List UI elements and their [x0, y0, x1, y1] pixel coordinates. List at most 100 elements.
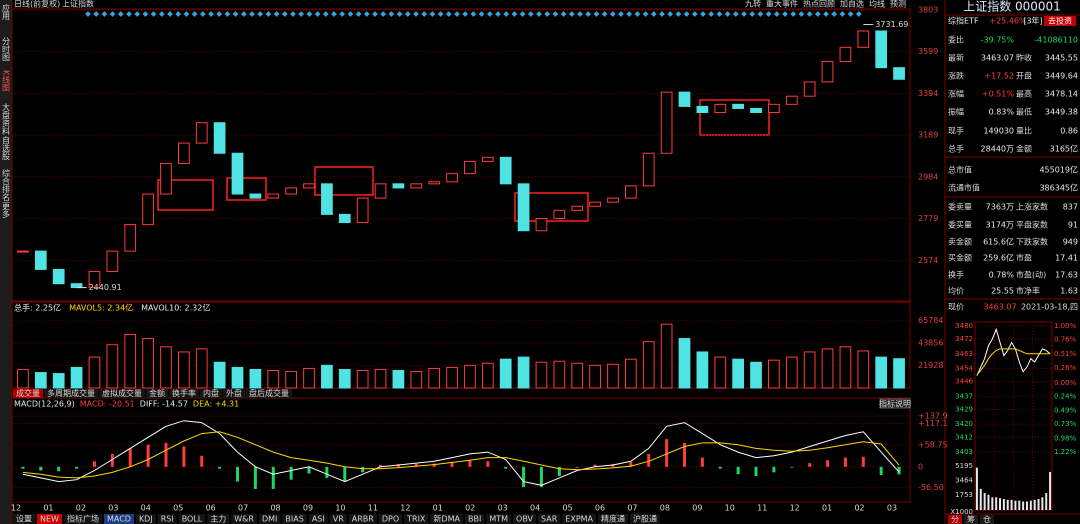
- indicator-tab-bg[interactable]: [562, 514, 597, 524]
- sidebar-tab[interactable]: 自选股: [2, 135, 11, 161]
- indicator-tab[interactable]: 沪股通: [633, 514, 657, 524]
- event-marker[interactable]: [806, 11, 813, 17]
- event-marker[interactable]: [831, 11, 838, 17]
- event-marker[interactable]: [683, 11, 690, 17]
- invest-button[interactable]: 去投资: [1048, 16, 1072, 26]
- indicator-tab-bg[interactable]: [103, 514, 134, 524]
- volume-tab-bg[interactable]: [44, 389, 98, 398]
- volume-tab-bg[interactable]: [246, 389, 292, 398]
- event-marker[interactable]: [667, 11, 674, 17]
- indicator-tab-bg[interactable]: [329, 514, 347, 524]
- sidebar-tab[interactable]: 综合排名: [2, 168, 11, 202]
- event-marker[interactable]: [659, 11, 665, 17]
- indicator-tab[interactable]: SAR: [541, 515, 558, 524]
- indicator-tab[interactable]: ASI: [312, 515, 325, 524]
- volume-tab-bg[interactable]: [169, 389, 199, 398]
- panel-tab-bg[interactable]: [964, 515, 978, 524]
- event-marker[interactable]: [519, 11, 526, 17]
- indicator-tab-bg[interactable]: [13, 514, 35, 524]
- indicator-tab[interactable]: MTM: [489, 515, 508, 524]
- event-marker[interactable]: [814, 11, 821, 17]
- indicator-tab-bg[interactable]: [486, 514, 512, 524]
- event-marker[interactable]: [536, 11, 542, 17]
- event-marker[interactable]: [757, 11, 764, 17]
- indicator-tab-bg[interactable]: [464, 514, 485, 524]
- indicator-tab[interactable]: NEW: [40, 515, 59, 524]
- indicator-tab[interactable]: 主力: [210, 514, 226, 524]
- indicator-tab-bg[interactable]: [207, 514, 230, 524]
- event-marker[interactable]: [618, 11, 624, 17]
- panel-tab[interactable]: 仓: [983, 514, 991, 524]
- indicator-tab-bg[interactable]: [282, 514, 307, 524]
- toolbar-action[interactable]: 预测: [890, 0, 906, 9]
- event-marker[interactable]: [544, 11, 551, 17]
- event-marker[interactable]: [650, 11, 657, 17]
- indicator-tab-bg[interactable]: [430, 514, 463, 524]
- event-marker[interactable]: [798, 11, 805, 17]
- sidebar-tab[interactable]: 分时图: [2, 37, 11, 62]
- indicator-tab[interactable]: VR: [333, 515, 344, 524]
- indicator-tab[interactable]: KDJ: [139, 515, 153, 524]
- indicator-tab[interactable]: 新DMA: [433, 514, 460, 524]
- indicator-tab[interactable]: RSI: [161, 515, 174, 524]
- event-marker[interactable]: [691, 11, 698, 17]
- event-marker[interactable]: [601, 11, 608, 17]
- indicator-tab-bg[interactable]: [404, 514, 429, 524]
- indicator-tab-bg[interactable]: [258, 514, 281, 524]
- event-marker[interactable]: [855, 11, 862, 17]
- help-button[interactable]: 指标说明: [879, 399, 911, 409]
- help-button-bg[interactable]: [879, 398, 911, 409]
- indicator-tab-bg[interactable]: [598, 514, 629, 524]
- sidebar-tab[interactable]: K线图: [2, 70, 11, 92]
- event-marker[interactable]: [847, 11, 854, 17]
- event-marker[interactable]: [593, 11, 600, 17]
- event-marker[interactable]: [782, 11, 788, 17]
- volume-tab[interactable]: 外盘: [226, 388, 242, 398]
- event-marker[interactable]: [609, 11, 616, 17]
- volume-tab[interactable]: 盘后成交量: [249, 388, 289, 398]
- volume-tab[interactable]: 换手率: [172, 388, 196, 398]
- volume-tab[interactable]: 成交量: [16, 388, 40, 398]
- event-marker[interactable]: [741, 11, 747, 17]
- event-marker[interactable]: [708, 11, 715, 17]
- event-marker[interactable]: [823, 11, 829, 17]
- panel-tab[interactable]: 分: [951, 515, 959, 524]
- sidebar-tab[interactable]: 应用: [2, 3, 11, 21]
- event-marker[interactable]: [790, 11, 797, 17]
- indicator-tab[interactable]: BIAS: [285, 515, 303, 524]
- panel-tab[interactable]: 筹: [967, 514, 975, 524]
- indicator-tab-bg[interactable]: [157, 514, 177, 524]
- event-marker[interactable]: [749, 11, 756, 17]
- event-marker[interactable]: [527, 11, 534, 17]
- volume-tab-bg[interactable]: [13, 389, 43, 398]
- toolbar-action[interactable]: 重大事件: [766, 0, 798, 9]
- event-marker[interactable]: [732, 11, 739, 17]
- event-marker[interactable]: [560, 11, 567, 17]
- event-marker[interactable]: [552, 11, 559, 17]
- sidebar-tab[interactable]: 更多: [2, 202, 11, 219]
- event-marker[interactable]: [724, 11, 731, 17]
- indicator-tab[interactable]: DMI: [262, 515, 277, 524]
- indicator-tab-bg[interactable]: [630, 514, 661, 524]
- event-marker[interactable]: [626, 11, 633, 17]
- indicator-tab[interactable]: BOLL: [182, 515, 203, 524]
- indicator-tab[interactable]: EXPMA: [565, 515, 593, 524]
- toolbar-action[interactable]: 加自选: [840, 0, 864, 9]
- indicator-tab-bg[interactable]: [538, 514, 561, 524]
- event-marker[interactable]: [634, 11, 641, 17]
- indicator-tab-bg[interactable]: [37, 514, 62, 524]
- volume-tab-bg[interactable]: [223, 389, 245, 398]
- indicator-tab[interactable]: BBI: [468, 515, 481, 524]
- panel-tab-bg[interactable]: [948, 515, 962, 524]
- toolbar-action[interactable]: 九转: [745, 0, 761, 9]
- event-marker[interactable]: [577, 11, 583, 17]
- indicator-tab[interactable]: TRIX: [406, 515, 426, 524]
- volume-tab[interactable]: 虚拟成交量: [102, 388, 142, 398]
- volume-tab[interactable]: 多周期成交量: [47, 388, 95, 398]
- event-marker[interactable]: [700, 11, 706, 17]
- indicator-tab[interactable]: 设置: [16, 514, 32, 524]
- toolbar-action[interactable]: 热点回顾: [803, 0, 835, 9]
- indicator-tab[interactable]: MACD: [107, 515, 131, 524]
- panel-tab-bg[interactable]: [980, 515, 994, 524]
- volume-tab[interactable]: 金额: [149, 388, 165, 398]
